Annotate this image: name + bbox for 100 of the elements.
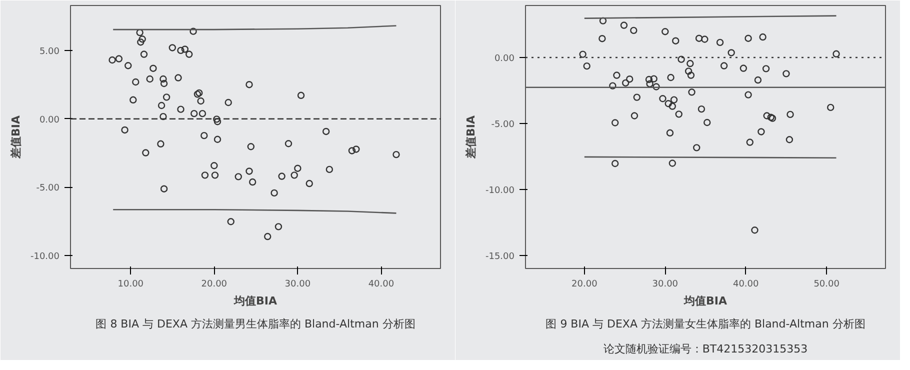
point [108,56,116,64]
point [210,162,218,170]
point [248,178,256,186]
point [672,37,680,44]
point [630,26,638,34]
y-axis-title: 差值BIA [464,115,478,160]
point [720,62,728,70]
point [138,36,146,43]
point [740,64,748,72]
point [211,172,219,179]
point [599,17,607,24]
x-tick-label: 30.00 [652,280,678,290]
point [186,50,193,58]
point [224,98,232,106]
point [150,64,157,72]
point [758,128,765,136]
point [630,112,638,120]
point [213,116,220,123]
point [664,100,672,108]
point [668,160,676,167]
y-tick-label: 0.00 [39,115,60,126]
point [124,62,132,70]
point [716,38,724,46]
point [754,76,762,84]
y-tick-label: 0.00 [494,54,515,64]
point [196,89,203,97]
point [132,78,140,86]
point [158,102,166,110]
point [698,105,706,113]
point [704,118,711,126]
point [782,70,790,78]
point [763,112,770,120]
point [786,110,794,118]
point [786,136,794,144]
y-tick-label: -5.00 [36,184,60,194]
point [611,160,619,168]
point [827,104,834,112]
point [626,76,634,83]
point [270,189,278,197]
x-tick-label: 50.00 [814,280,840,290]
point [613,72,620,79]
point [160,112,167,120]
point [744,34,752,42]
x-tick-label: 40.00 [732,280,760,290]
point [759,33,766,41]
point [200,132,208,140]
point [214,136,222,143]
point [767,114,774,121]
point [246,81,253,88]
point [214,118,222,126]
point [190,110,198,118]
point [146,75,154,83]
x-axis-title: 均值BIA [233,294,278,308]
point [768,114,776,122]
y-tick-label: -10.00 [30,252,60,262]
point [675,110,682,118]
point [744,91,752,98]
x-tick-label: 10.00 [118,280,144,290]
text: 论文随机验证编号：BT4215320315353 [603,342,808,356]
point [678,56,685,63]
y-tick-label: -10.00 [485,186,515,196]
point [670,96,678,104]
point [326,166,334,174]
point [290,172,298,179]
point [121,126,128,134]
point [666,129,674,137]
point [352,146,360,153]
point [160,185,168,192]
point [583,62,590,70]
point [646,80,654,88]
point [278,172,286,180]
point [201,172,209,179]
point [633,94,640,101]
point [686,60,694,68]
point [177,106,184,113]
point [198,110,206,118]
point [392,150,400,158]
point [160,80,168,88]
point [609,82,616,90]
point [194,90,202,98]
point [652,83,660,90]
point [579,50,586,58]
point [650,75,658,82]
point [264,232,272,240]
point [751,226,758,234]
point [728,49,735,56]
caption: 图 8 BIA 与 DEXA 方法测量男生体脂率的 Bland-Altman 分析图 [96,318,416,330]
point [115,55,123,62]
point [162,94,170,101]
point [684,68,692,75]
x-tick-label: 20.00 [572,280,598,290]
point [667,74,674,82]
x-axis-title: 均值BIA [683,294,728,308]
point [611,119,619,126]
point [746,138,754,146]
point [284,140,292,148]
point [294,164,302,172]
point [157,140,164,148]
point [234,173,242,180]
point [762,65,770,72]
